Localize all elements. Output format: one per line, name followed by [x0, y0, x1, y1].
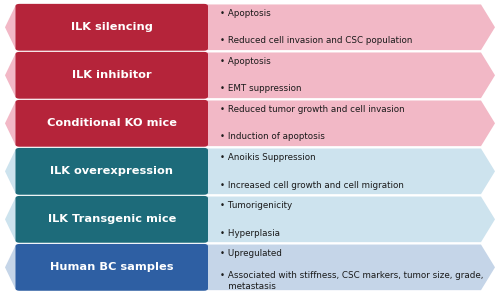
Text: • EMT suppression: • EMT suppression — [220, 84, 302, 94]
Text: • Reduced cell invasion and CSC population: • Reduced cell invasion and CSC populati… — [220, 37, 412, 45]
FancyBboxPatch shape — [16, 4, 208, 51]
FancyBboxPatch shape — [16, 196, 208, 243]
Polygon shape — [5, 4, 495, 50]
Text: • Apoptosis: • Apoptosis — [220, 9, 271, 18]
Polygon shape — [5, 53, 495, 98]
FancyBboxPatch shape — [16, 244, 208, 291]
FancyBboxPatch shape — [16, 52, 208, 99]
Polygon shape — [5, 197, 495, 242]
Text: • Apoptosis: • Apoptosis — [220, 57, 271, 66]
Text: Conditional KO mice: Conditional KO mice — [47, 118, 177, 128]
Text: • Reduced tumor growth and cell invasion: • Reduced tumor growth and cell invasion — [220, 105, 404, 114]
Text: • Tumorigenicity: • Tumorigenicity — [220, 201, 292, 210]
Polygon shape — [5, 244, 495, 290]
Text: ILK inhibitor: ILK inhibitor — [72, 70, 152, 80]
Text: • Hyperplasia: • Hyperplasia — [220, 228, 280, 238]
Text: • Associated with stiffness, CSC markers, tumor size, grade,
   metastasis: • Associated with stiffness, CSC markers… — [220, 271, 483, 291]
Text: • Anoikis Suppression: • Anoikis Suppression — [220, 153, 316, 162]
Text: • Increased cell growth and cell migration: • Increased cell growth and cell migrati… — [220, 181, 404, 189]
FancyBboxPatch shape — [16, 100, 208, 147]
Text: ILK overexpression: ILK overexpression — [50, 166, 174, 176]
FancyBboxPatch shape — [16, 148, 208, 195]
Text: • Induction of apoptosis: • Induction of apoptosis — [220, 132, 325, 141]
Text: ILK silencing: ILK silencing — [71, 22, 152, 32]
Polygon shape — [5, 100, 495, 146]
Text: • Upregulated: • Upregulated — [220, 249, 282, 258]
Polygon shape — [5, 148, 495, 194]
Text: ILK Transgenic mice: ILK Transgenic mice — [48, 214, 176, 224]
Text: Human BC samples: Human BC samples — [50, 262, 174, 272]
